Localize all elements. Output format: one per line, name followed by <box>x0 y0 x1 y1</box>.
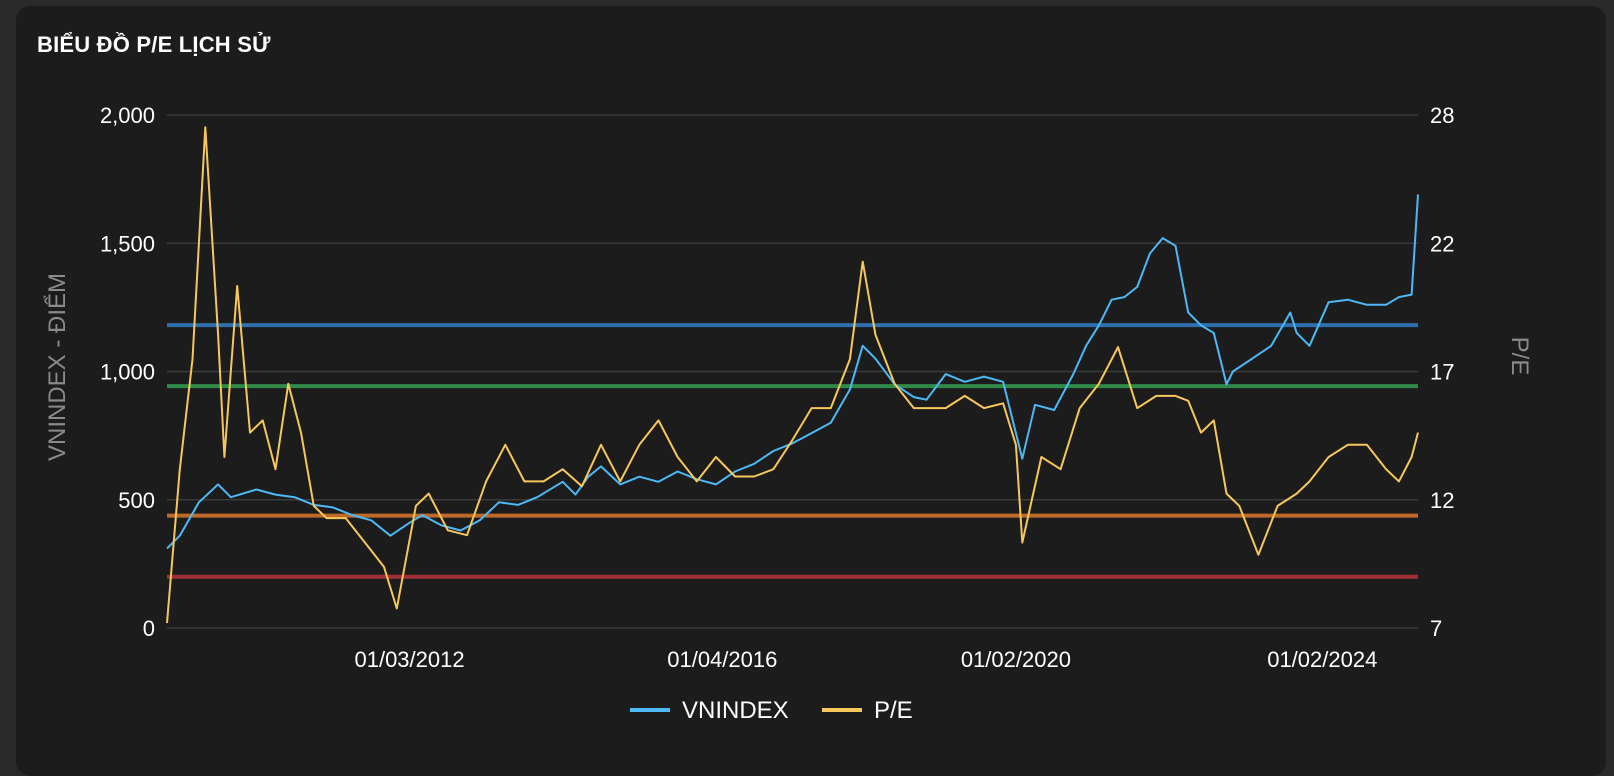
left-tick-label: 0 <box>143 616 155 641</box>
left-tick-label: 1,500 <box>100 231 155 256</box>
right-axis-ticks: 7 12 17 22 28 <box>1430 103 1454 641</box>
chart-card <box>16 6 1606 776</box>
right-tick-label: 17 <box>1430 360 1454 385</box>
x-tick-label: 01/04/2016 <box>667 647 777 672</box>
series-lines <box>166 126 1419 624</box>
left-axis-title: VNINDEX - ĐIỂM <box>43 273 71 461</box>
left-tick-label: 1,000 <box>100 360 155 385</box>
chart-title: BIỂU ĐỒ P/E LỊCH SỬ <box>37 32 271 57</box>
left-tick-label: 500 <box>118 488 155 513</box>
pe-reference-lines <box>167 323 1418 579</box>
left-axis-ticks: 0 500 1,000 1,500 2,000 <box>100 103 155 641</box>
right-axis-title: P/E <box>1506 337 1533 376</box>
right-tick-label: 22 <box>1430 231 1454 256</box>
x-axis-ticks: 01/03/2012 01/04/2016 01/02/2020 01/02/2024 <box>354 647 1377 672</box>
x-tick-label: 01/02/2024 <box>1267 647 1377 672</box>
legend-pe-label: P/E <box>874 697 913 724</box>
x-tick-label: 01/02/2020 <box>961 647 1071 672</box>
grid-lines <box>167 114 1418 629</box>
legend-vnindex-label: VNINDEX <box>682 697 789 724</box>
pe-line <box>166 126 1419 624</box>
vnindex-line <box>166 194 1419 550</box>
right-tick-label: 12 <box>1430 488 1454 513</box>
left-tick-label: 2,000 <box>100 103 155 128</box>
x-tick-label: 01/03/2012 <box>354 647 464 672</box>
legend: VNINDEX P/E <box>630 697 913 724</box>
right-tick-label: 7 <box>1430 616 1442 641</box>
right-tick-label: 28 <box>1430 103 1454 128</box>
